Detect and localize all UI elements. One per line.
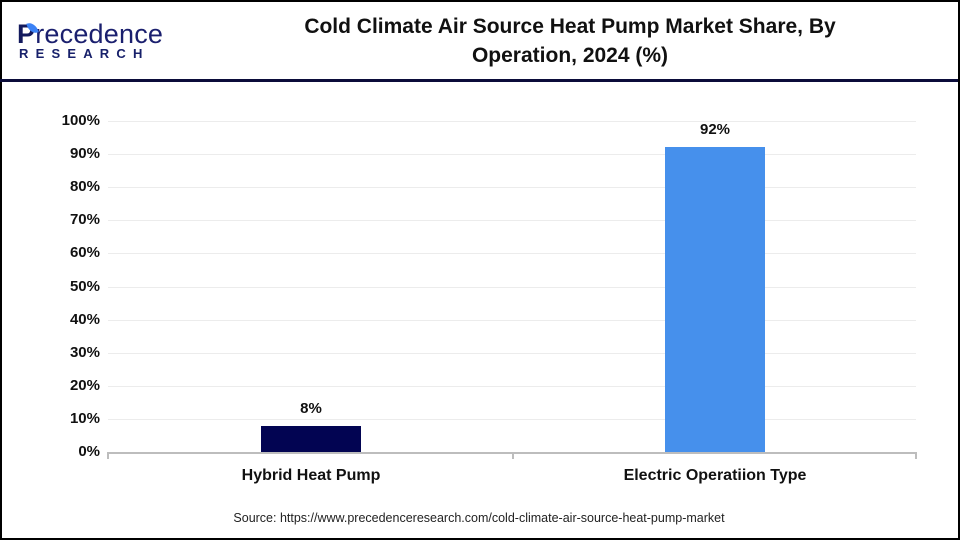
y-axis-tick-label: 60% [69,244,100,261]
x-axis-tick [915,452,917,459]
gridline [108,187,916,188]
bar-hybrid-heat-pump [261,426,361,452]
logo-subtitle: RESEARCH [19,46,150,61]
x-axis-tick [107,452,109,459]
y-axis-tick-label: 100% [61,112,100,129]
gridline [108,253,916,254]
data-label: 92% [699,121,731,138]
logo-wordmark: Precedence [17,20,163,48]
x-axis-tick [512,452,514,459]
x-axis-category-label: Hybrid Heat Pump [241,467,381,484]
bar-electric-operatiion-type [665,147,765,452]
y-axis-tick-label: 30% [69,344,100,361]
chart-title-line2: Operation, 2024 (%) [471,44,669,67]
gridline [108,121,916,122]
source-note: Source: https://www.precedenceresearch.c… [233,511,725,525]
gridline [108,353,916,354]
y-axis-tick-label: 50% [69,278,100,295]
gridline [108,154,916,155]
precedence-research-logo: Precedence RESEARCH [17,20,167,64]
gridline [108,287,916,288]
gridline [108,419,916,420]
gridline [108,320,916,321]
gridline [108,220,916,221]
chart-title: Cold Climate Air Source Heat Pump Market… [220,12,920,70]
y-axis-tick-label: 10% [69,410,100,427]
y-axis-tick-label: 70% [69,211,100,228]
y-axis-tick-label: 90% [69,145,100,162]
gridline [108,386,916,387]
data-label: 8% [300,400,322,417]
y-axis-tick-label: 80% [69,178,100,195]
y-axis-tick-label: 0% [78,443,100,460]
y-axis-tick-label: 20% [69,377,100,394]
chart-title-line1: Cold Climate Air Source Heat Pump Market… [304,15,836,38]
x-axis-category-label: Electric Operatiion Type [623,467,807,484]
plot-area: 0% 10% 20% 30% 40% 50% 60% 70% 80% 90% 100% [62,113,916,460]
header-divider [0,79,958,82]
logo-rest: recedence [35,19,164,49]
y-axis-tick-label: 40% [69,311,100,328]
